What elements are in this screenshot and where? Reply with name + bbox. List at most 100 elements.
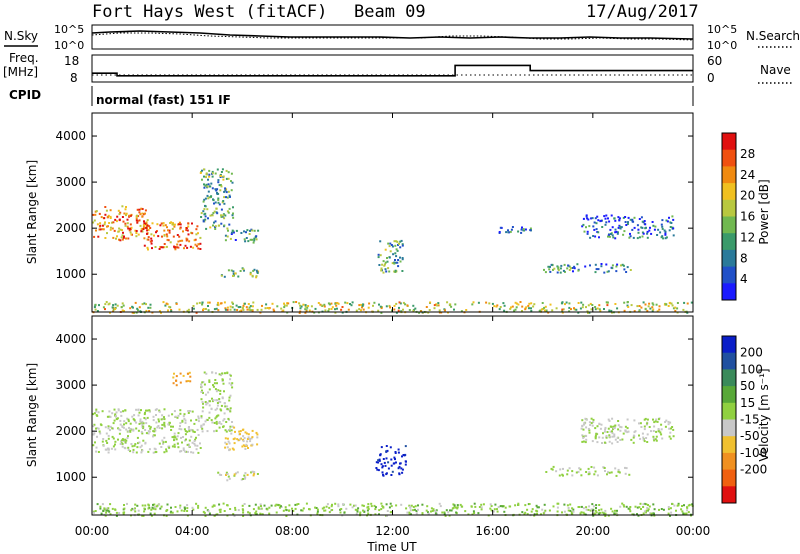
velocity-echo-cell	[599, 427, 602, 430]
power-echo-cell	[498, 308, 501, 311]
power-echo-cell	[176, 234, 179, 236]
power-echo-cell	[222, 175, 225, 178]
velocity-echo-cell	[204, 506, 207, 509]
power-echo-cell	[360, 303, 363, 306]
velocity-echo-cell	[611, 435, 614, 438]
power-echo-cell	[231, 301, 234, 304]
velocity-echo-cell	[321, 507, 324, 510]
power-echo-cell	[224, 189, 227, 192]
velocity-echo-cell	[673, 504, 676, 507]
velocity-colorbar-tick: 50	[740, 379, 755, 393]
velocity-echo-cell	[214, 388, 217, 391]
power-echo-cell	[651, 221, 654, 223]
velocity-echo-cell	[216, 402, 219, 404]
velocity-echo-cell	[179, 409, 182, 412]
power-echo-cell	[654, 225, 657, 228]
power-echo-cell	[605, 301, 608, 304]
velocity-echo-cell	[174, 415, 177, 418]
velocity-echo-cell	[386, 510, 389, 512]
power-echo-cell	[158, 248, 161, 250]
power-echo-cell	[595, 228, 598, 231]
velocity-echo-cell	[551, 468, 554, 471]
velocity-echo-cell	[108, 415, 111, 418]
power-echo-cell	[399, 246, 402, 249]
velocity-echo-cell	[184, 421, 187, 424]
power-echo-cell	[629, 269, 632, 271]
velocity-echo-cell	[148, 410, 151, 413]
power-echo-cell	[401, 258, 404, 261]
power-echo-cell	[664, 232, 667, 235]
power-echo-cell	[549, 303, 552, 306]
power-echo-cell	[562, 269, 565, 272]
velocity-echo-cell	[100, 512, 103, 515]
velocity-echo-cell	[208, 379, 211, 382]
velocity-echo-cell	[157, 418, 160, 421]
velocity-echo-cell	[114, 440, 117, 443]
velocity-echo-cell	[259, 508, 262, 510]
power-echo-cell	[388, 256, 391, 259]
velocity-colorbar-tick: 15	[740, 396, 755, 410]
velocity-echo-cell	[195, 418, 198, 421]
power-colorbar-swatch	[722, 216, 736, 234]
power-echo-cell	[646, 309, 649, 312]
power-echo-cell	[522, 228, 525, 231]
power-echo-cell	[112, 304, 115, 307]
velocity-echo-cell	[244, 445, 246, 448]
power-echo-cell	[139, 224, 142, 227]
velocity-echo-cell	[662, 508, 665, 511]
power-echo-cell	[592, 235, 595, 237]
velocity-echo-cell	[323, 506, 326, 509]
velocity-echo-cell	[671, 503, 674, 505]
power-echo-cell	[644, 223, 647, 226]
power-echo-cell	[166, 238, 169, 241]
power-echo-cell	[256, 272, 259, 274]
power-echo-cell	[96, 310, 99, 312]
velocity-echo-cell	[370, 502, 373, 505]
power-echo-cell	[97, 235, 100, 238]
velocity-echo-cell	[393, 462, 396, 465]
velocity-echo-cell	[367, 505, 370, 508]
velocity-echo-cell	[179, 422, 182, 425]
power-echo-cell	[252, 269, 255, 272]
velocity-echo-cell	[589, 509, 592, 512]
velocity-echo-cell	[645, 511, 647, 514]
velocity-echo-cell	[144, 504, 147, 507]
power-echo-cell	[194, 238, 197, 241]
power-echo-cell	[162, 301, 165, 304]
velocity-echo-cell	[263, 504, 266, 507]
velocity-echo-cell	[669, 437, 672, 440]
velocity-echo-cell	[594, 470, 597, 473]
velocity-echo-cell	[141, 504, 144, 507]
velocity-echo-cell	[260, 505, 262, 508]
power-echo-cell	[168, 305, 171, 308]
velocity-echo-cell	[646, 506, 649, 509]
velocity-echo-cell	[226, 473, 229, 475]
velocity-echo-cell	[127, 435, 129, 438]
velocity-echo-cell	[247, 436, 250, 439]
velocity-echo-cell	[390, 511, 393, 513]
power-echo-cell	[126, 218, 129, 221]
velocity-echo-cell	[550, 467, 553, 470]
power-echo-cell	[393, 308, 396, 311]
power-echo-cell	[661, 219, 664, 222]
power-echo-cell	[104, 206, 107, 208]
power-echo-cell	[393, 262, 396, 265]
velocity-echo-cell	[124, 409, 127, 412]
velocity-echo-cell	[123, 423, 125, 426]
power-echo-cell	[214, 172, 217, 175]
power-echo-cell	[627, 306, 630, 308]
velocity-colorbar-swatch	[722, 419, 736, 437]
velocity-panel	[92, 371, 694, 517]
velocity-echo-cell	[681, 510, 684, 513]
velocity-echo-cell	[572, 508, 575, 511]
power-echo-cell	[618, 224, 621, 227]
velocity-echo-cell	[235, 472, 237, 475]
time-tick-label: 16:00	[475, 524, 510, 538]
velocity-echo-cell	[96, 435, 98, 438]
velocity-echo-cell	[218, 373, 221, 376]
velocity-echo-cell	[141, 423, 144, 426]
velocity-colorbar-swatch	[722, 469, 736, 487]
power-echo-cell	[609, 228, 612, 231]
velocity-echo-cell	[216, 382, 218, 385]
power-echo-cell	[166, 303, 169, 306]
